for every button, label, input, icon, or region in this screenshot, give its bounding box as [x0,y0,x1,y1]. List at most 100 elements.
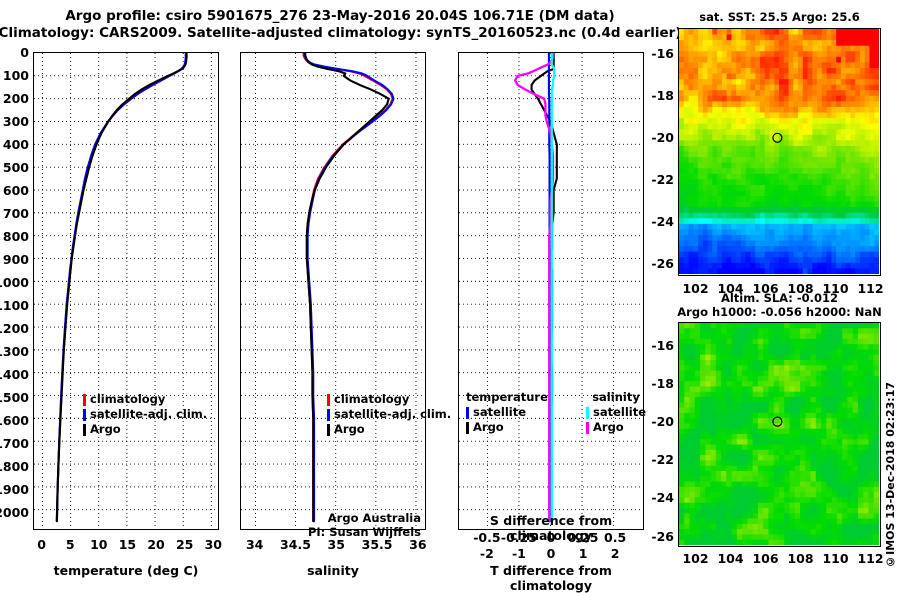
axis-tick-label: 1100 [0,297,29,313]
axis-tick-label: -22 [651,452,674,468]
legend-item-label: climatology [334,392,410,406]
legend-item-label: Argo [334,422,365,436]
temperature-x-axis-label: temperature (deg C) [53,563,199,578]
axis-tick-label: 110 [822,281,849,296]
axis-tick-label: 10 [90,537,108,552]
axis-tick-label: -26 [651,528,674,544]
legend-item: climatology [327,392,451,407]
legend-item: satellite [586,405,646,420]
salinity-plot-area [241,53,424,528]
axis-tick-label: -18 [651,376,674,392]
sla-map-title-line2: Argo h1000: -0.056 h2000: NaN [677,305,882,319]
axis-tick-label: 500 [2,159,29,175]
axis-tick-label: 400 [2,136,29,152]
axis-tick-label: 2 [610,546,620,561]
axis-tick-label: 1600 [0,412,29,428]
sla-map-image [679,323,879,545]
sst-map-panel [678,28,881,276]
axis-tick-label: 700 [2,205,29,221]
legend-item: satellite-adj. clim. [327,407,451,422]
legend-item-label: Argo [90,422,121,436]
legend-item: satellite [466,405,548,420]
legend-color-swatch [83,393,86,406]
axis-tick-label: 35.5 [361,537,393,552]
salinity-profile-panel [240,52,426,530]
axis-tick-label: 106 [752,551,779,566]
axis-tick-label: 0.5 [604,530,627,545]
page-title-line2: Climatology: CARS2009. Satellite-adjuste… [0,25,682,41]
axis-tick-label: -20 [651,130,674,146]
axis-tick-label: 1500 [0,389,29,405]
axis-tick-label: 34 [245,537,264,552]
legend-color-swatch [327,423,330,436]
axis-tick-label: 20 [147,537,165,552]
axis-tick-label: 900 [2,251,29,267]
legend-item: Argo [586,420,646,435]
axis-tick-label: 36 [409,537,427,552]
temperature-profile-panel [33,52,219,530]
axis-tick-label: 0 [20,45,29,60]
legend-color-swatch [466,406,469,419]
axis-tick-label: 110 [822,551,849,566]
axis-tick-label: 1800 [0,458,29,474]
legend-heading: temperature [466,390,548,404]
axis-tick-label: 106 [752,281,779,296]
axis-tick-label: 102 [682,551,709,566]
legend-color-swatch [586,421,589,434]
legend-color-swatch [327,393,330,406]
axis-tick-label: -2 [479,546,494,561]
axis-tick-label: 104 [717,281,744,296]
axis-tick-label: 102 [682,281,709,296]
legend-item-label: satellite [593,405,647,419]
legend-item: satellite-adj. clim. [83,407,207,422]
salinity-x-axis-label: salinity [307,563,359,578]
legend-item-label: climatology [90,392,166,406]
axis-tick-label: 1200 [0,320,29,336]
axis-tick-label: 2000 [0,504,29,520]
axis-tick-label: 1700 [0,435,29,451]
legend-item: Argo [327,422,451,437]
axis-tick-label: 104 [717,551,744,566]
legend-color-swatch [466,421,469,434]
axis-tick-label: 1400 [0,366,29,382]
axis-tick-label: -24 [651,214,674,230]
legend-item-label: satellite [473,405,527,419]
difference-temperature-legend: temperature satellite Argo [466,390,548,435]
legend-item-label: satellite-adj. clim. [90,407,208,421]
program-label: Argo Australia [327,511,421,525]
legend-item-label: satellite-adj. clim. [334,407,452,421]
axis-tick-label: 112 [857,281,884,296]
page-title-line1: Argo profile: csiro 5901675_276 23-May-2… [65,8,615,24]
legend-item: Argo [83,422,207,437]
temperature-legend: climatology satellite-adj. clim. Argo [83,392,207,437]
difference-salinity-legend: salinity satellite Argo [586,390,646,435]
difference-plot-area [459,53,642,528]
axis-tick-label: -1 [511,546,526,561]
legend-heading: salinity [592,390,640,404]
axis-tick-label: 800 [2,228,29,244]
axis-tick-label: 0 [546,530,556,545]
legend-color-swatch [83,408,86,421]
axis-tick-label: 1 [578,546,588,561]
legend-color-swatch [586,406,589,419]
axis-tick-label: -24 [651,490,674,506]
axis-tick-label: 0.25 [567,530,599,545]
legend-item-label: Argo [593,420,624,434]
axis-tick-label: 1300 [0,343,29,359]
axis-tick-label: -26 [651,256,674,272]
sla-map-title-line1: Altim. SLA: -0.012 [720,291,839,305]
difference-profile-panel [458,52,644,530]
axis-tick-label: -16 [651,46,674,62]
pi-label: PI: Susan Wijffels [307,525,421,539]
axis-tick-label: 1900 [0,481,29,497]
difference-top-axis-label: S difference from climatology [489,513,613,543]
sst-map-image [679,29,879,274]
axis-tick-label: 34.5 [280,537,311,552]
axis-tick-label: 112 [857,551,884,566]
axis-tick-label: 100 [2,67,29,83]
axis-tick-label: 1000 [0,274,29,290]
axis-tick-label: 35 [327,537,345,552]
legend-item: climatology [83,392,207,407]
axis-tick-label: -18 [651,88,674,104]
axis-tick-label: -20 [651,414,674,430]
